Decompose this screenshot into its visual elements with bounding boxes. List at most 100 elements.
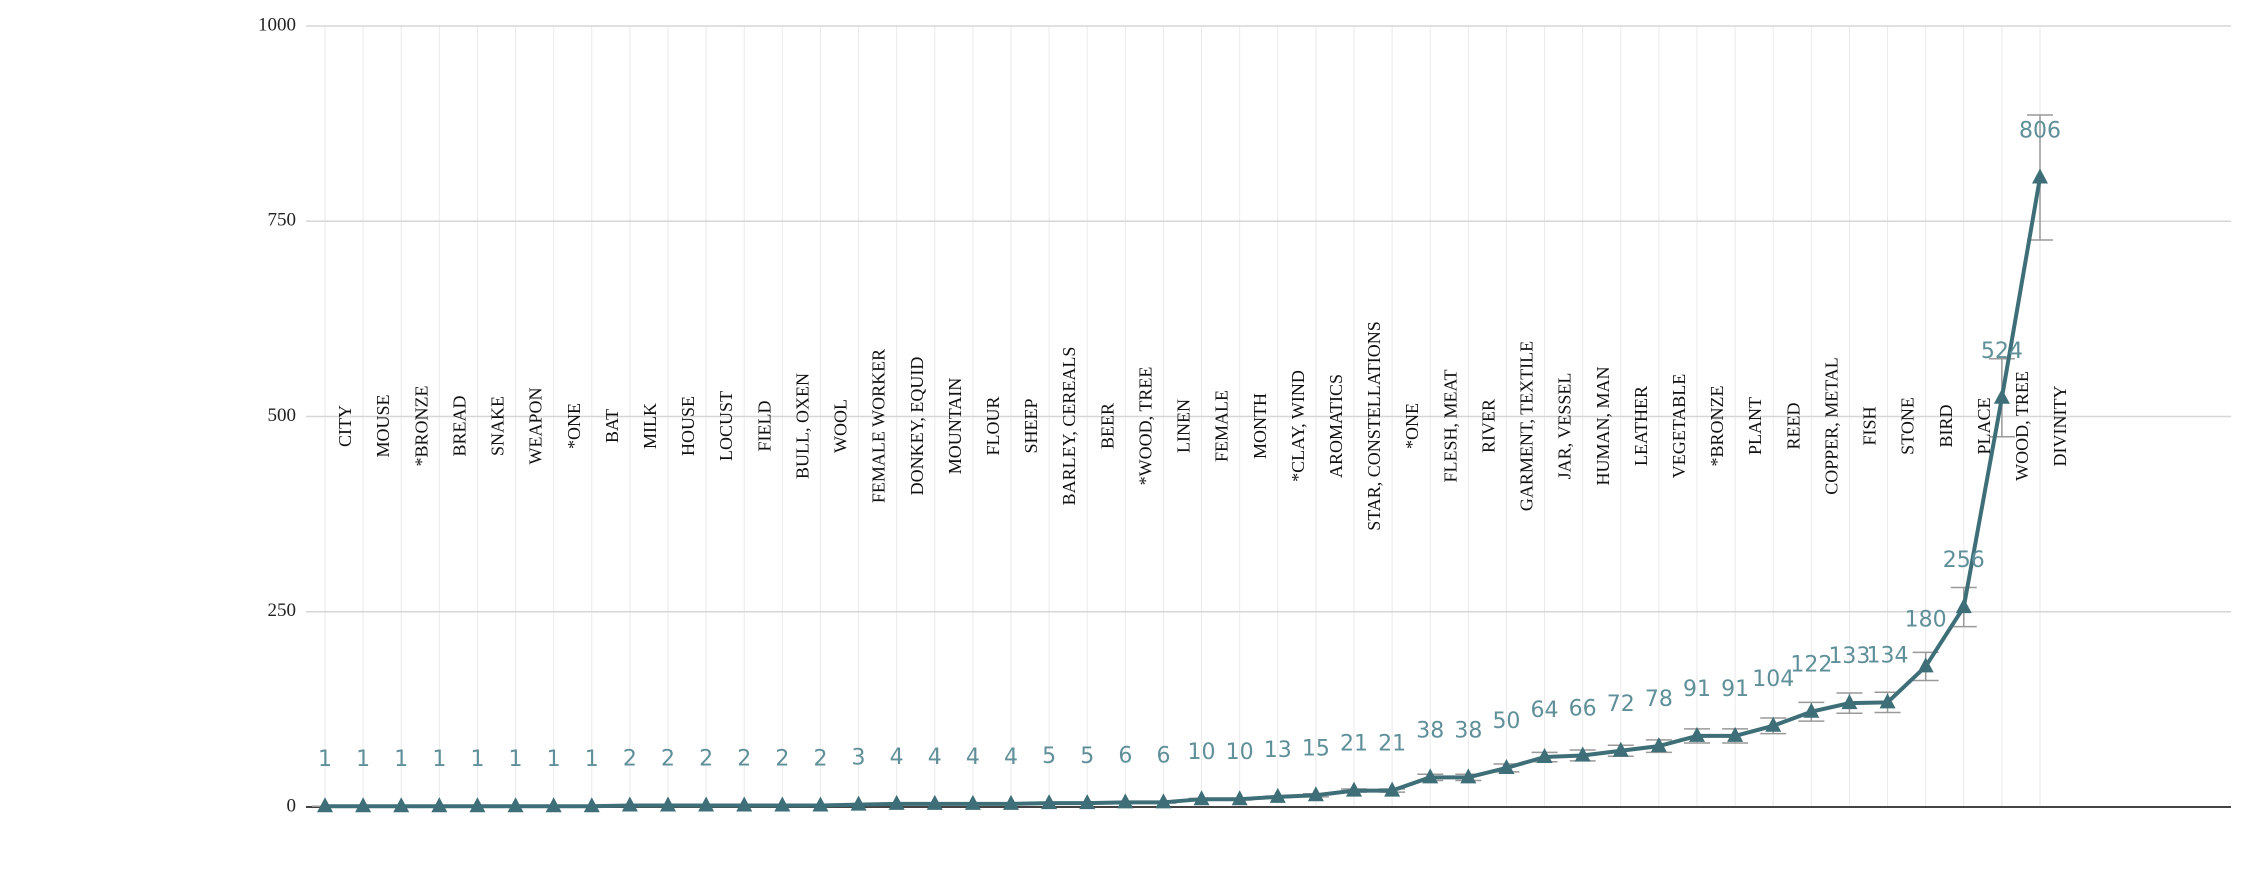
data-label: 104 bbox=[1752, 667, 1794, 692]
triangle-marker bbox=[317, 797, 333, 813]
category-label: BREAD bbox=[449, 395, 469, 456]
data-label: 2 bbox=[623, 746, 637, 771]
category-label: CITY bbox=[335, 405, 355, 447]
data-label: 6 bbox=[1118, 743, 1132, 768]
category-label: RIVER bbox=[1478, 399, 1498, 453]
triangle-marker bbox=[964, 794, 981, 810]
data-label: 180 bbox=[1905, 607, 1947, 632]
data-label: 1 bbox=[585, 747, 599, 772]
category-label: BULL, OXEN bbox=[792, 373, 812, 479]
triangle-marker bbox=[1231, 790, 1248, 806]
category-label: DONKEY, EQUID bbox=[907, 357, 927, 496]
triangle-marker bbox=[1879, 693, 1896, 709]
triangle-marker bbox=[1079, 794, 1096, 810]
data-label: 1 bbox=[318, 747, 332, 772]
data-label: 38 bbox=[1454, 718, 1482, 743]
category-label: JAR, VESSEL bbox=[1555, 373, 1575, 480]
data-label: 10 bbox=[1226, 740, 1254, 765]
category-label: MOUNTAIN bbox=[945, 378, 965, 475]
triangle-marker bbox=[507, 797, 524, 813]
triangle-marker bbox=[1803, 702, 1820, 718]
triangle-marker bbox=[583, 797, 600, 813]
data-label: 15 bbox=[1302, 736, 1330, 761]
category-label: *WOOD, TREE bbox=[1135, 367, 1155, 486]
category-label: GARMENT, TEXTILE bbox=[1517, 341, 1537, 511]
data-label: 524 bbox=[1981, 339, 2023, 364]
data-label: 4 bbox=[890, 745, 904, 770]
data-label: 2 bbox=[775, 746, 789, 771]
category-label: PLANT bbox=[1745, 397, 1765, 455]
triangle-marker bbox=[1117, 793, 1134, 809]
category-label: PLACE bbox=[1974, 397, 1994, 454]
triangle-marker bbox=[698, 796, 715, 812]
category-label: HOUSE bbox=[678, 396, 698, 456]
category-label: *ONE bbox=[1402, 403, 1422, 449]
y-tick-label: 0 bbox=[287, 795, 297, 816]
triangle-marker bbox=[1765, 716, 1782, 732]
category-label: WEAPON bbox=[526, 388, 546, 465]
category-label: SHEEP bbox=[1021, 398, 1041, 453]
data-label: 21 bbox=[1340, 732, 1368, 757]
triangle-marker bbox=[1193, 790, 1210, 806]
category-label: HUMAN, MAN bbox=[1593, 366, 1613, 485]
data-label: 1 bbox=[356, 747, 370, 772]
data-label: 3 bbox=[852, 746, 866, 771]
triangle-marker bbox=[1689, 726, 1705, 742]
triangle-marker bbox=[1307, 786, 1324, 802]
triangle-marker bbox=[660, 796, 676, 812]
data-label: 5 bbox=[1042, 744, 1056, 769]
data-label: 122 bbox=[1790, 653, 1832, 678]
data-label: 2 bbox=[699, 746, 713, 771]
data-label: 91 bbox=[1721, 677, 1749, 702]
category-label: VEGETABLE bbox=[1669, 374, 1689, 479]
triangle-marker bbox=[1422, 768, 1439, 784]
data-label: 10 bbox=[1188, 740, 1216, 765]
data-label: 256 bbox=[1943, 548, 1985, 573]
data-label: 1 bbox=[432, 747, 446, 772]
category-label: STAR, CONSTELLATIONS bbox=[1364, 321, 1384, 531]
triangle-marker bbox=[1384, 781, 1401, 797]
triangle-marker bbox=[431, 797, 448, 813]
data-label: 6 bbox=[1156, 743, 1170, 768]
triangle-marker bbox=[1498, 758, 1515, 774]
data-label: 1 bbox=[394, 747, 408, 772]
category-label: LEATHER bbox=[1631, 386, 1651, 466]
data-label: 133 bbox=[1828, 644, 1870, 669]
triangle-marker bbox=[469, 797, 486, 813]
category-label: AROMATICS bbox=[1326, 374, 1346, 478]
category-label: *CLAY, WIND bbox=[1288, 370, 1308, 482]
category-label: FLOUR bbox=[983, 396, 1003, 455]
data-label: 21 bbox=[1378, 732, 1406, 757]
data-label: 50 bbox=[1492, 709, 1520, 734]
triangle-marker bbox=[850, 795, 867, 811]
triangle-marker bbox=[621, 796, 638, 812]
category-label: BEER bbox=[1097, 403, 1117, 449]
category-label: WOOD, TREE bbox=[2012, 371, 2032, 481]
triangle-marker bbox=[1346, 781, 1362, 797]
category-label: FLESH, MEAT bbox=[1440, 369, 1460, 482]
y-tick-label: 1000 bbox=[258, 14, 296, 35]
data-label: 5 bbox=[1080, 744, 1094, 769]
data-label: 78 bbox=[1645, 687, 1673, 712]
category-label: *BRONZE bbox=[1707, 385, 1727, 466]
data-label: 2 bbox=[737, 746, 751, 771]
triangle-marker bbox=[1993, 388, 2010, 404]
triangle-marker bbox=[355, 797, 372, 813]
triangle-marker bbox=[1917, 657, 1934, 673]
data-label: 38 bbox=[1416, 718, 1444, 743]
category-label: WOOL bbox=[831, 399, 851, 453]
data-label: 4 bbox=[1004, 745, 1018, 770]
category-label: MOUSE bbox=[373, 394, 393, 457]
data-label: 134 bbox=[1867, 643, 1909, 668]
y-tick-label: 750 bbox=[268, 210, 297, 231]
category-label: BARLEY, CEREALS bbox=[1059, 347, 1079, 506]
data-label: 4 bbox=[928, 745, 942, 770]
line bbox=[325, 177, 2042, 809]
triangle-marker bbox=[812, 796, 829, 812]
category-label: BAT bbox=[602, 409, 622, 443]
triangle-marker bbox=[774, 796, 791, 812]
category-label: BIRD bbox=[1936, 404, 1956, 447]
category-label: FEMALE WORKER bbox=[869, 349, 889, 503]
triangle-marker bbox=[1612, 741, 1629, 757]
